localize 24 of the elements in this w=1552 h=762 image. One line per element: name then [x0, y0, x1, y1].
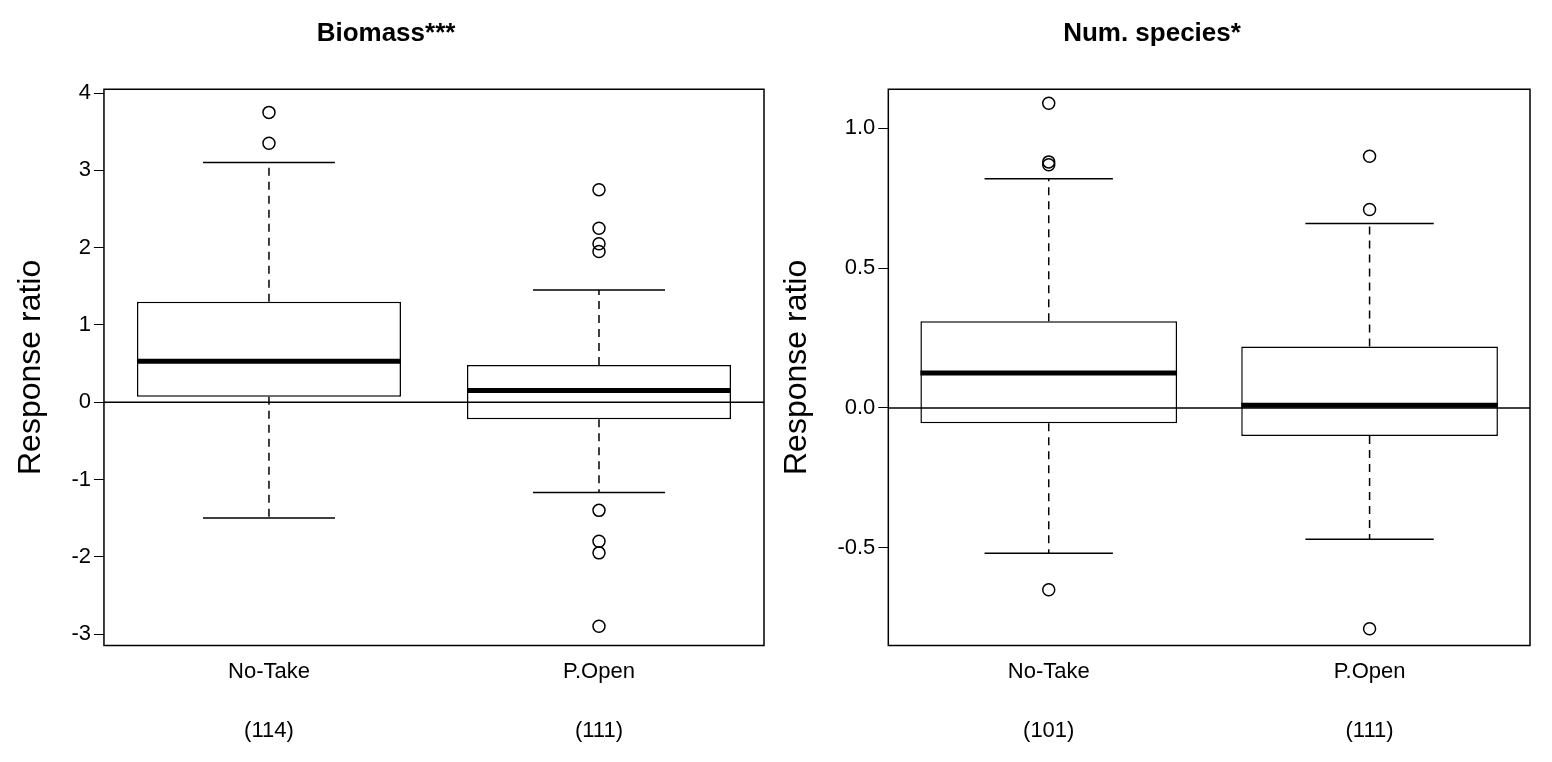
x-tick-label: P.Open — [563, 657, 635, 683]
text: (111) — [574, 716, 624, 742]
y-tick-label: -1 — [71, 465, 91, 491]
x-tick-label: No-Take — [1007, 657, 1090, 683]
y-tick-label: 0.5 — [844, 254, 876, 280]
text: (101) — [1023, 716, 1075, 742]
y-tick-label: 0 — [78, 388, 91, 414]
y-axis-title: Response ratio — [777, 259, 814, 476]
x-tick-label: No-Take — [228, 657, 310, 683]
y-tick-label: -2 — [71, 542, 91, 568]
text: (114) — [244, 716, 294, 742]
y-tick-label: 0.0 — [844, 394, 876, 419]
y-tick-label: 1 — [78, 310, 91, 336]
y-tick-label: 2 — [78, 233, 91, 259]
x-tick-label: P.Open — [1333, 657, 1406, 683]
chart-title: Biomass*** — [316, 16, 457, 47]
y-tick-label: 3 — [78, 156, 91, 182]
text: (111) — [1345, 716, 1394, 742]
y-tick-label: -0.5 — [837, 533, 876, 559]
y-tick-label: 4 — [78, 79, 91, 105]
y-tick-label: 1.0 — [844, 114, 876, 140]
y-tick-label: -3 — [71, 620, 91, 646]
chart-title: Num. species* — [1063, 16, 1242, 47]
y-axis-title: Response ratio — [11, 259, 48, 476]
